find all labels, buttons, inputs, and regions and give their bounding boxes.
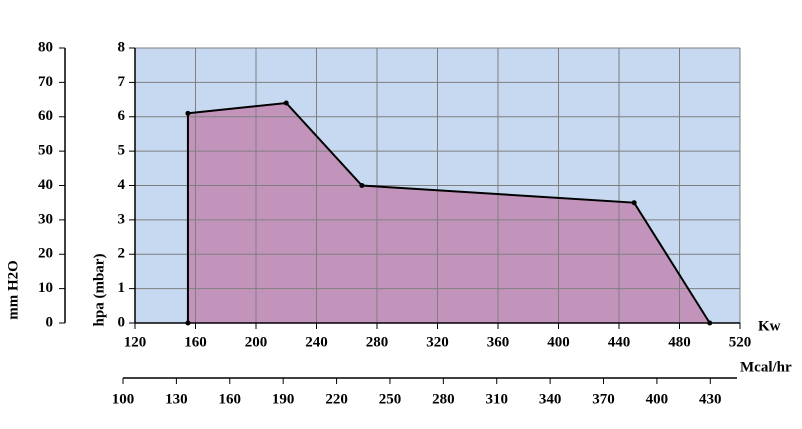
y-axis-label: hpa (mbar) [91,254,107,327]
x-tick-label: 480 [668,334,691,350]
y2-tick-label: 30 [38,211,53,227]
y-tick-label: 5 [118,143,126,159]
x-tick-label: 280 [366,334,389,350]
marker [359,183,365,188]
x-tick-label: 200 [245,334,268,350]
y2-axis-label: mm H2O [5,260,21,320]
x-tick-label: 400 [547,334,570,350]
y2-tick-label: 80 [38,39,53,55]
x-tick-label: 360 [487,334,510,350]
marker [631,200,637,206]
y2-tick-label: 50 [38,143,53,159]
x-tick-label: 240 [305,334,328,350]
marker [283,100,289,106]
y-tick-label: 6 [118,108,126,124]
x2-tick-label: 160 [219,391,242,407]
x2-tick-label: 130 [165,391,188,407]
x-tick-label: 160 [184,334,207,350]
line [186,101,711,324]
y-tick-label: 0 [118,314,126,330]
y-tick-label: 1 [118,280,126,296]
y-tick-label: 8 [118,39,126,55]
y2-tick-label: 0 [46,314,54,330]
y-tick-label: 3 [118,211,126,227]
x2-tick-label: 250 [379,391,402,407]
y-tick-label: 2 [118,246,126,262]
x-tick-label: 120 [124,334,147,350]
x2-tick-label: 100 [112,391,135,407]
x-tick-label: 320 [426,334,449,350]
y2-tick-label: 40 [38,177,53,193]
y2-tick-label: 10 [38,280,53,296]
x2-axis-label: Mcal/hr [740,359,792,375]
x2-tick-label: 370 [592,391,615,407]
x-tick-label: 440 [608,334,631,350]
x2-tick-label: 220 [325,391,348,407]
x2-tick-label: 280 [432,391,455,407]
y2-tick-label: 70 [38,74,53,90]
x2-tick-label: 310 [485,391,508,407]
x-axis-label: Kw [758,318,781,334]
x2-tick-label: 190 [272,391,295,407]
x-tick-label: 520 [729,334,752,350]
x2-tick-label: 430 [699,391,722,407]
area [187,103,710,323]
x2-tick-label: 400 [646,391,669,407]
y-tick-label: 4 [118,177,126,193]
y-tick-label: 7 [118,74,126,90]
y2-tick-label: 20 [38,246,53,262]
y2-tick-label: 60 [38,108,53,124]
x2-tick-label: 340 [539,391,562,407]
marker [185,110,191,116]
